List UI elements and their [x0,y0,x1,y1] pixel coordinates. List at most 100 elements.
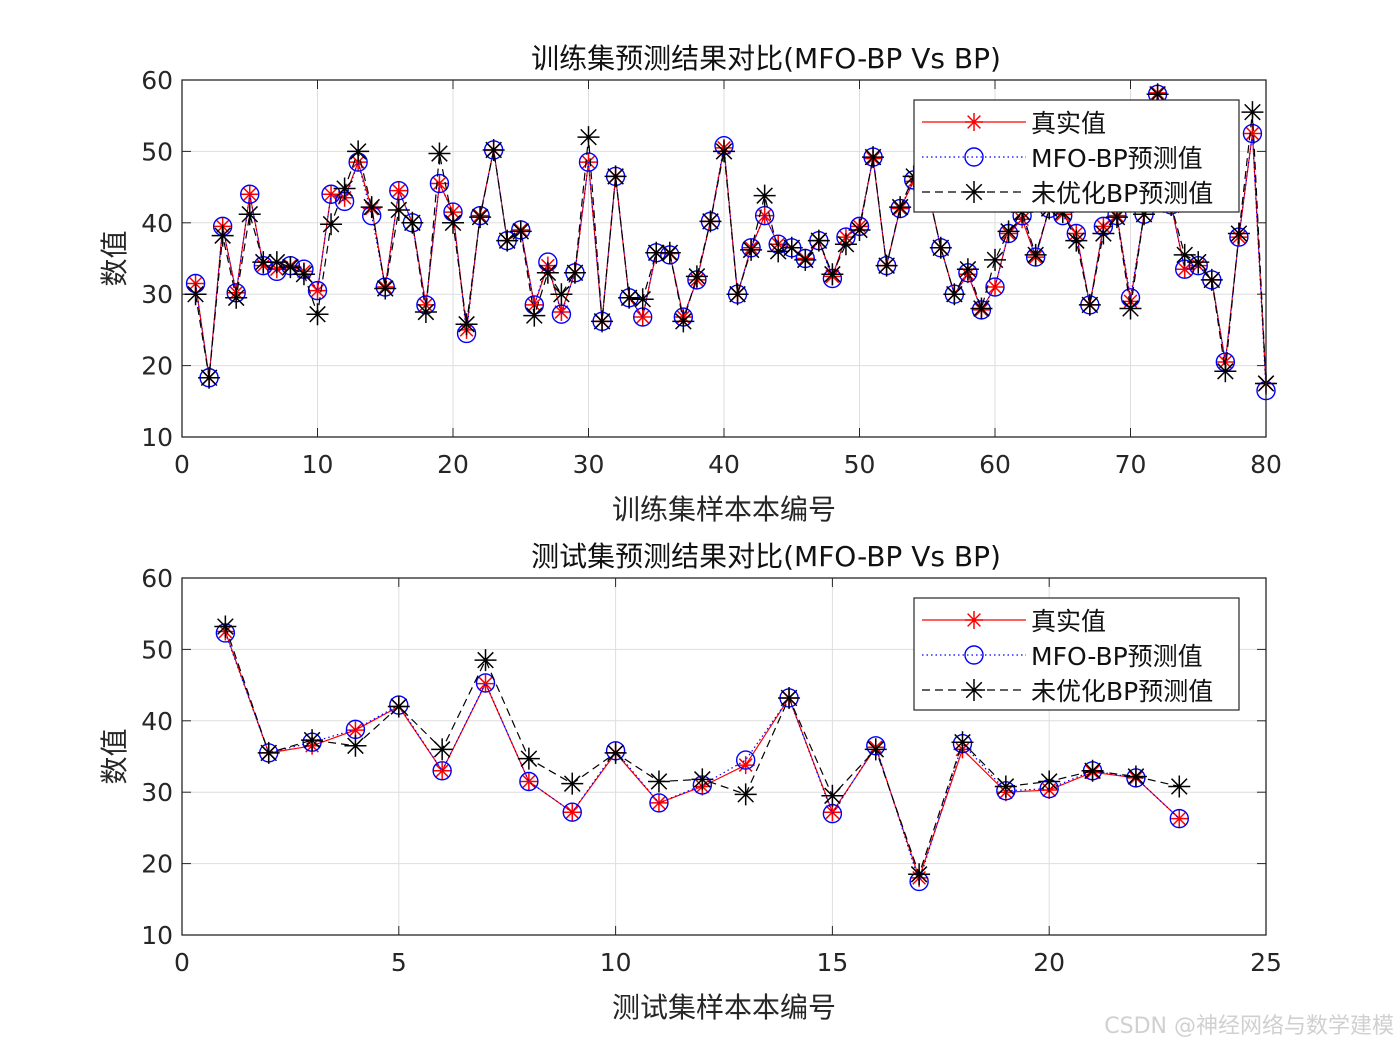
data-point [519,772,538,791]
data-point [713,140,735,163]
data-point [821,784,844,807]
data-point [951,731,974,754]
y-tick-label: 30 [141,280,173,309]
legend-label: 未优化BP预测值 [1031,179,1213,208]
data-point [1119,297,1142,320]
data-point [985,277,1005,297]
data-point [823,803,842,822]
data-point [740,238,763,261]
data-point [685,265,708,288]
data-point [1200,268,1223,291]
subplot-2: 0 5 10 15 20 25 10 20 30 40 50 60 测试集预测结果对比(MFO-BP V… [98,540,1282,1024]
data-point [736,756,755,775]
data-point [1243,124,1262,143]
x-tick-label: 10 [302,450,334,479]
data-point [1214,360,1237,383]
x-tick-label: 0 [174,450,190,479]
data-point [346,721,365,740]
series-line [224,632,1180,884]
data-point [1168,775,1191,798]
data-point [476,674,495,693]
data-point [1105,206,1128,229]
data-point [320,213,343,236]
data-point [1242,123,1263,144]
data-point [279,256,302,279]
data-point [908,863,931,886]
data-point [875,254,898,277]
data-point [1187,251,1210,274]
data-point [963,181,985,203]
data-point [257,741,280,764]
data-point [994,775,1017,798]
y-tick-label: 50 [141,635,173,664]
data-point [429,173,450,194]
data-point [1133,203,1156,226]
data-point [735,750,756,770]
data-point [1173,243,1196,266]
data-point [1024,243,1047,266]
data-point [986,278,1004,297]
data-point [848,218,871,241]
legend-label: MFO-BP预测值 [1031,642,1203,671]
data-point [1170,809,1189,828]
data-point [523,304,546,327]
data-point [265,251,288,274]
data-point [780,236,803,259]
x-tick-label: 5 [391,948,407,977]
data-point [778,686,801,709]
data-point [347,140,370,163]
data-point [252,251,275,274]
data-point [604,741,627,764]
data-point [238,203,261,226]
legend-label: 未优化BP预测值 [1031,677,1213,706]
data-point [344,734,367,757]
chart-title: 测试集预测结果对比(MFO-BP Vs BP) [531,540,1001,573]
y-tick-label: 60 [141,66,173,95]
data-point [509,220,532,243]
data-point [1065,229,1088,252]
series-3 [214,615,1191,886]
data-point [997,220,1020,243]
data-point [563,803,582,822]
y-tick-label: 50 [141,137,173,166]
y-axis-label: 数值 [98,230,131,286]
data-point [965,113,983,131]
legend-item: 真实值 [922,607,1106,636]
axes-box [181,79,1267,438]
data-point [834,233,857,256]
data-point [431,738,454,761]
data-point [1038,770,1061,793]
x-tick-label: 70 [1115,450,1147,479]
data-point [649,793,669,813]
x-tick-label: 80 [1250,450,1282,479]
data-point [307,280,328,301]
data-point [807,229,830,252]
data-point [1092,222,1115,245]
data-point [387,695,410,718]
data-point [519,771,539,792]
data-point [308,281,327,300]
data-point [389,181,408,200]
y-tick-label: 60 [141,564,173,593]
x-tick-label: 15 [816,948,848,977]
x-tick-label: 30 [573,450,605,479]
legend-box [913,597,1240,711]
data-point [604,165,627,188]
legend-item: 真实值 [922,109,1106,138]
data-point [699,210,722,233]
x-tick-label: 20 [437,450,469,479]
legend-item: MFO-BP预测值 [922,144,1203,173]
data-point [301,729,324,752]
data-point [943,283,966,306]
data-point [306,303,329,326]
data-point [726,283,749,306]
data-point [432,761,452,781]
x-tick-label: 0 [174,948,190,977]
y-tick-label: 20 [141,352,173,381]
y-axis-label: 数值 [98,728,131,784]
data-point [970,297,993,320]
legend-item: 未优化BP预测值 [922,677,1213,706]
data-point [591,310,614,333]
